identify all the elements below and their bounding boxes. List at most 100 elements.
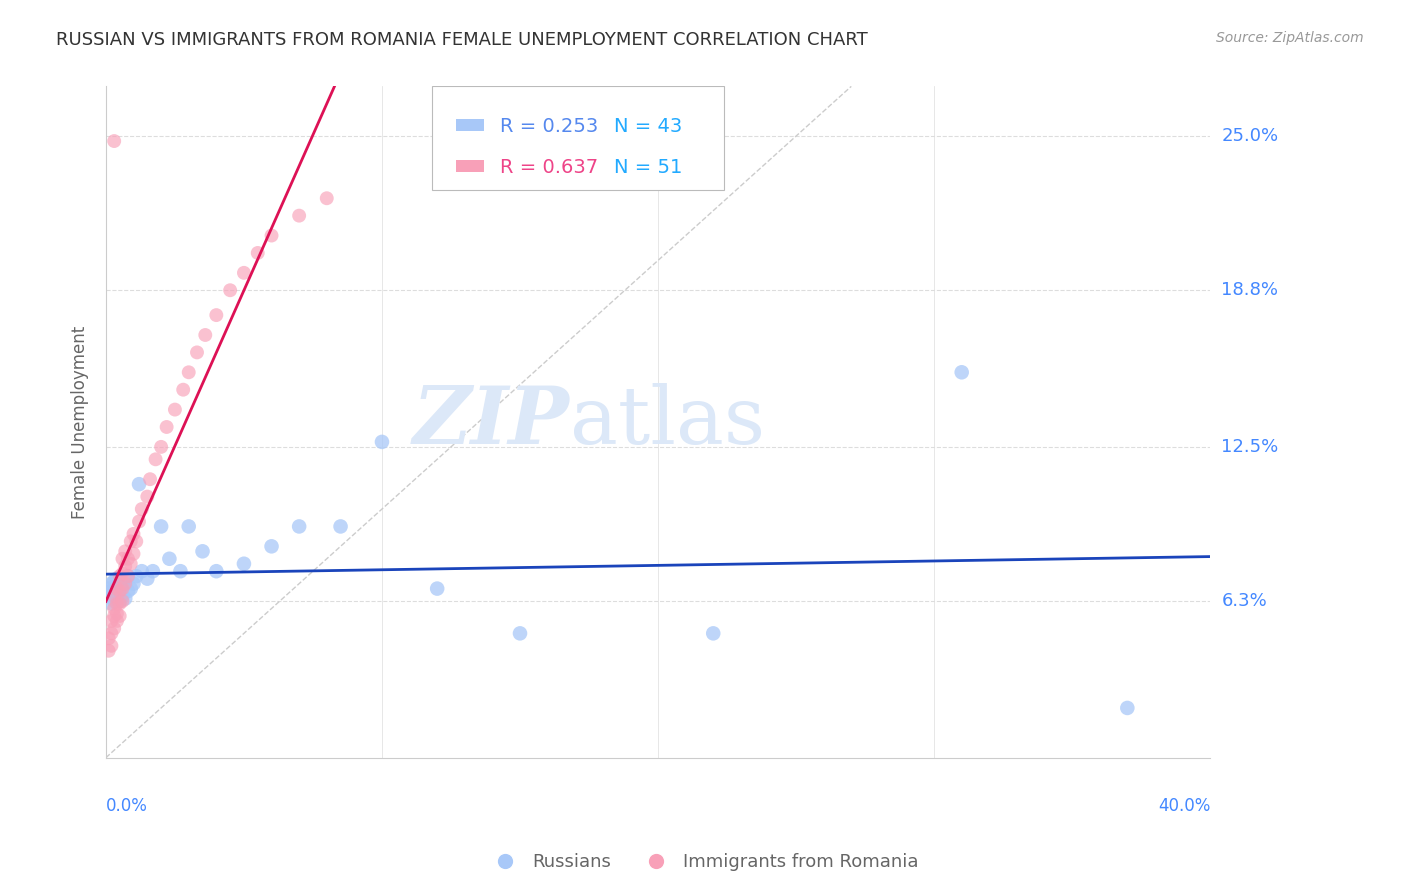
- Point: [103, 134, 125, 148]
- Point: [177, 365, 200, 379]
- Point: [103, 589, 125, 603]
- Point: [108, 609, 131, 624]
- Y-axis label: Female Unemployment: Female Unemployment: [72, 326, 89, 518]
- Point: [114, 576, 136, 591]
- Point: [117, 569, 139, 583]
- Point: [105, 579, 128, 593]
- Point: [288, 209, 311, 223]
- Point: [122, 547, 145, 561]
- Point: [157, 551, 180, 566]
- Point: [205, 308, 228, 322]
- Point: [108, 569, 131, 583]
- Text: 0.0%: 0.0%: [105, 797, 148, 814]
- Point: [103, 601, 125, 615]
- Point: [97, 644, 120, 658]
- Point: [191, 544, 214, 558]
- Point: [114, 559, 136, 574]
- Text: 12.5%: 12.5%: [1222, 438, 1278, 456]
- Point: [103, 621, 125, 635]
- Point: [246, 246, 269, 260]
- Point: [950, 365, 973, 379]
- Text: R = 0.637: R = 0.637: [501, 158, 598, 177]
- Point: [105, 607, 128, 621]
- Point: [142, 564, 165, 578]
- Point: [105, 614, 128, 628]
- Point: [100, 584, 122, 599]
- FancyBboxPatch shape: [456, 160, 484, 172]
- Point: [194, 328, 217, 343]
- Point: [103, 574, 125, 589]
- Text: N = 51: N = 51: [614, 158, 682, 177]
- Point: [1116, 701, 1139, 715]
- Point: [186, 345, 208, 359]
- Point: [111, 566, 134, 581]
- Point: [125, 569, 148, 583]
- Point: [232, 266, 254, 280]
- Point: [111, 579, 134, 593]
- Point: [120, 557, 142, 571]
- Point: [103, 594, 125, 608]
- Point: [145, 452, 167, 467]
- Point: [156, 420, 179, 434]
- Point: [219, 283, 242, 297]
- Text: 25.0%: 25.0%: [1222, 127, 1278, 145]
- Point: [136, 490, 159, 504]
- Point: [125, 534, 148, 549]
- Point: [371, 434, 394, 449]
- Point: [139, 472, 162, 486]
- Text: atlas: atlas: [569, 383, 765, 461]
- Point: [97, 589, 120, 603]
- Point: [111, 551, 134, 566]
- Point: [702, 626, 724, 640]
- Text: 6.3%: 6.3%: [1222, 592, 1267, 610]
- Point: [150, 519, 173, 533]
- Point: [329, 519, 352, 533]
- Point: [97, 582, 120, 596]
- Text: ZIP: ZIP: [413, 384, 569, 461]
- Point: [108, 574, 131, 589]
- Point: [260, 539, 283, 553]
- Point: [136, 572, 159, 586]
- Point: [111, 589, 134, 603]
- Point: [131, 502, 153, 516]
- Point: [232, 557, 254, 571]
- Point: [103, 609, 125, 624]
- Point: [100, 614, 122, 628]
- Point: [117, 569, 139, 583]
- Point: [288, 519, 311, 533]
- Point: [114, 591, 136, 606]
- Point: [100, 626, 122, 640]
- FancyBboxPatch shape: [456, 120, 484, 131]
- Point: [120, 534, 142, 549]
- Point: [97, 632, 120, 646]
- Text: 18.8%: 18.8%: [1222, 281, 1278, 299]
- Point: [100, 597, 122, 611]
- Point: [122, 527, 145, 541]
- Point: [128, 515, 150, 529]
- Text: 40.0%: 40.0%: [1157, 797, 1211, 814]
- Point: [114, 544, 136, 558]
- FancyBboxPatch shape: [432, 87, 724, 190]
- Point: [122, 576, 145, 591]
- Point: [108, 584, 131, 599]
- Point: [105, 591, 128, 606]
- Point: [111, 594, 134, 608]
- Text: R = 0.253: R = 0.253: [501, 117, 599, 136]
- Point: [117, 584, 139, 599]
- Text: N = 43: N = 43: [614, 117, 682, 136]
- Text: RUSSIAN VS IMMIGRANTS FROM ROMANIA FEMALE UNEMPLOYMENT CORRELATION CHART: RUSSIAN VS IMMIGRANTS FROM ROMANIA FEMAL…: [56, 31, 868, 49]
- Point: [108, 584, 131, 599]
- Point: [100, 576, 122, 591]
- Point: [131, 564, 153, 578]
- Point: [426, 582, 449, 596]
- Point: [105, 582, 128, 596]
- Point: [169, 564, 191, 578]
- Point: [114, 576, 136, 591]
- Point: [128, 477, 150, 491]
- Text: Source: ZipAtlas.com: Source: ZipAtlas.com: [1216, 31, 1364, 45]
- Point: [105, 572, 128, 586]
- Point: [108, 597, 131, 611]
- Point: [260, 228, 283, 243]
- Point: [205, 564, 228, 578]
- Legend: Russians, Immigrants from Romania: Russians, Immigrants from Romania: [479, 847, 927, 879]
